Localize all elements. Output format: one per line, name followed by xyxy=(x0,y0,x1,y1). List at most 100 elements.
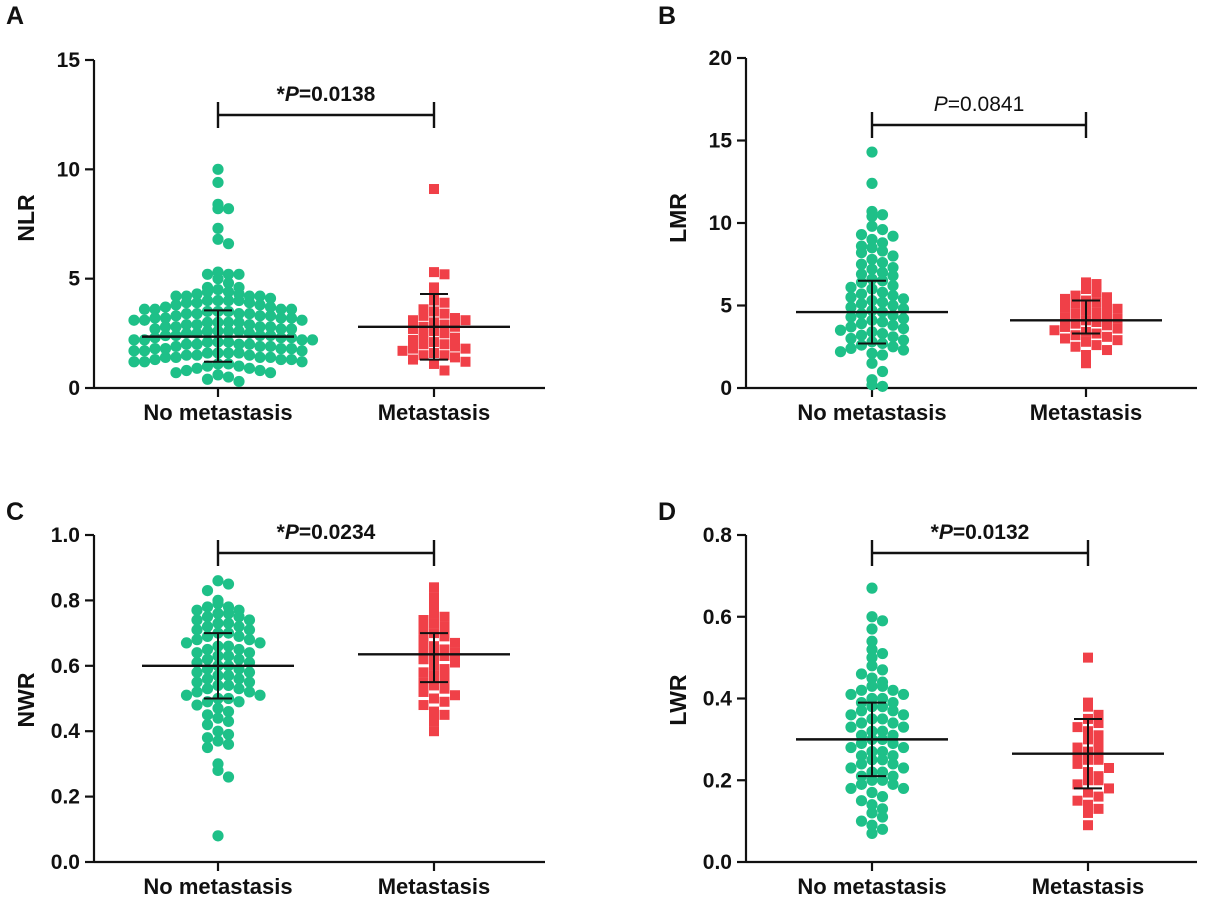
data-point xyxy=(418,615,429,626)
data-point xyxy=(201,584,214,597)
data-point xyxy=(222,728,235,741)
data-point xyxy=(1093,754,1104,765)
data-point xyxy=(1081,277,1091,288)
data-point xyxy=(254,351,266,363)
data-point xyxy=(201,325,214,337)
data-point xyxy=(429,358,439,369)
data-point xyxy=(201,286,214,298)
data-point xyxy=(254,299,266,311)
data-point xyxy=(201,653,214,665)
data-point xyxy=(897,334,910,346)
data-point xyxy=(866,623,878,635)
data-point xyxy=(212,725,224,737)
data-point xyxy=(450,647,460,658)
data-point xyxy=(439,350,450,361)
data-point xyxy=(201,336,214,348)
x-category-label: No metastasis xyxy=(797,874,946,899)
data-point xyxy=(222,640,235,652)
data-point xyxy=(212,294,224,307)
data-point xyxy=(845,741,857,754)
data-point xyxy=(887,750,899,762)
data-point xyxy=(439,709,450,720)
data-point xyxy=(1081,358,1091,369)
data-point xyxy=(439,365,450,376)
data-point xyxy=(866,177,878,189)
data-point xyxy=(243,297,256,309)
data-point xyxy=(429,601,439,612)
data-point xyxy=(264,292,277,304)
data-point xyxy=(876,349,889,361)
data-point xyxy=(887,717,899,729)
y-tick-label: 5 xyxy=(720,295,732,318)
data-point xyxy=(212,830,224,842)
data-point xyxy=(264,301,277,313)
data-point xyxy=(429,184,439,195)
p-value-annotation: *P=0.0234 xyxy=(277,521,376,544)
data-point xyxy=(866,672,878,684)
data-point xyxy=(149,312,161,324)
data-point xyxy=(845,721,857,733)
data-point xyxy=(1091,297,1102,308)
data-point xyxy=(866,786,878,799)
y-tick-label: 0.4 xyxy=(703,688,733,711)
lmr-scatter-chart: B LMR 0 5 10 15 20 No metastasis Metastasis P=0… xyxy=(658,2,1197,425)
data-point xyxy=(222,268,235,280)
x-category-label: No metastasis xyxy=(143,400,292,425)
data-point xyxy=(212,598,224,610)
data-point xyxy=(855,758,868,770)
data-point xyxy=(1093,709,1104,720)
data-point xyxy=(439,621,450,632)
panel-c-chart: C NWR 0.0 0.2 0.4 0.6 0.8 1.0 No metastasis Met… xyxy=(0,470,577,906)
data-point xyxy=(1072,758,1083,769)
data-point xyxy=(180,297,193,309)
x-category-label: No metastasis xyxy=(143,874,292,899)
data-point xyxy=(180,338,193,350)
data-point xyxy=(876,647,889,660)
data-point xyxy=(285,323,298,335)
data-point xyxy=(128,334,140,346)
data-point xyxy=(429,726,439,737)
lwr-scatter-chart: D LWR 0.0 0.2 0.4 0.6 0.8 No metastasis Metast… xyxy=(658,498,1197,899)
data-point xyxy=(876,746,889,758)
data-point xyxy=(866,807,878,819)
data-point xyxy=(866,827,878,839)
data-point xyxy=(408,315,418,326)
y-tick-label: 0.6 xyxy=(703,606,732,629)
data-point xyxy=(243,647,256,659)
data-point xyxy=(222,316,235,328)
data-point xyxy=(212,176,224,189)
data-point xyxy=(222,277,235,289)
data-point xyxy=(866,220,878,232)
data-point xyxy=(159,312,172,324)
data-point xyxy=(876,257,889,269)
data-point xyxy=(285,312,298,324)
data-point xyxy=(264,351,277,363)
data-point xyxy=(866,242,878,254)
data-point xyxy=(855,298,868,310)
data-point xyxy=(159,321,172,333)
data-point xyxy=(876,296,889,308)
data-point xyxy=(233,643,245,656)
data-point xyxy=(201,732,214,744)
data-point xyxy=(264,321,277,333)
panel-b-chart: B LMR 0 5 10 15 20 No metastasis Metastasis P=0… xyxy=(652,0,1229,436)
y-tick-label: 20 xyxy=(709,47,732,70)
data-point xyxy=(887,270,899,282)
data-point xyxy=(191,318,203,331)
data-point xyxy=(1102,310,1112,321)
data-point xyxy=(264,310,277,322)
data-point xyxy=(897,721,910,733)
data-point xyxy=(887,341,899,353)
data-point xyxy=(439,631,450,642)
data-point xyxy=(201,601,214,613)
data-point xyxy=(439,673,450,684)
data-point xyxy=(439,269,450,280)
data-point xyxy=(418,667,429,678)
data-point xyxy=(876,680,889,692)
data-point xyxy=(1072,722,1083,733)
data-point xyxy=(887,280,899,292)
data-point xyxy=(876,266,889,279)
data-point xyxy=(418,644,429,655)
data-point xyxy=(887,290,899,302)
nlr-scatter-chart: A NLR 0 5 10 15 No metastasis Metastasis *P=0.… xyxy=(6,2,545,425)
